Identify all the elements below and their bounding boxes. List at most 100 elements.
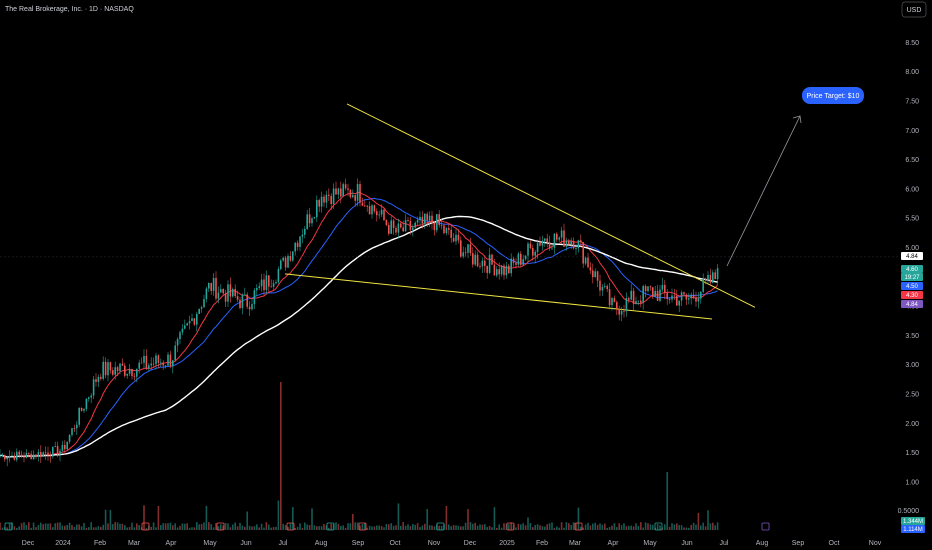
candle-body xyxy=(714,272,716,280)
candle-body xyxy=(680,292,683,301)
volume-bar xyxy=(20,523,23,530)
currency-badge[interactable]: USD xyxy=(901,1,927,18)
volume-bar xyxy=(587,522,589,530)
volume-bar xyxy=(484,524,486,530)
volume-bar xyxy=(335,522,337,530)
candle-body xyxy=(700,291,702,299)
candle-body xyxy=(697,298,700,302)
volume-bar xyxy=(124,525,126,530)
candle-body xyxy=(498,269,500,275)
event-marker-icon[interactable] xyxy=(574,522,583,531)
volume-bar xyxy=(181,523,184,530)
price-tag-value: 19:27 xyxy=(904,275,920,281)
price-target-annotation[interactable]: Price Target: $10 xyxy=(726,87,864,267)
candle-body xyxy=(402,227,404,232)
candle-body xyxy=(659,289,661,301)
volume-bar xyxy=(527,517,529,530)
candle-body xyxy=(428,215,431,221)
lower-trendline[interactable] xyxy=(284,273,713,320)
candle-body xyxy=(320,196,323,207)
volume-bar xyxy=(493,507,496,530)
event-marker-icon[interactable] xyxy=(506,522,515,531)
candle-body xyxy=(268,275,270,287)
volume-bar xyxy=(128,526,131,530)
candle-body xyxy=(445,228,448,234)
event-marker-icon[interactable] xyxy=(326,522,335,531)
event-marker-icon[interactable] xyxy=(436,522,445,531)
candle-body xyxy=(635,301,637,304)
volume-bar xyxy=(78,524,80,530)
volume-bar xyxy=(409,525,412,530)
volume-bar xyxy=(354,522,356,530)
candle-body xyxy=(294,242,296,252)
volume-bar xyxy=(136,523,138,530)
x-tick-label: Oct xyxy=(390,540,401,547)
candle-body xyxy=(215,277,217,299)
candle-body xyxy=(299,236,301,248)
candle-body xyxy=(73,428,76,430)
volume-bar xyxy=(424,523,426,530)
candle-body xyxy=(508,265,510,274)
candle-body xyxy=(510,258,512,274)
price-tag-value: 4.50 xyxy=(906,284,918,290)
candle-body xyxy=(431,215,433,223)
event-markers[interactable] xyxy=(4,522,770,531)
candle-body xyxy=(61,444,64,451)
candle-body xyxy=(484,260,486,266)
volume-bar xyxy=(277,500,280,530)
upper-trendline[interactable] xyxy=(346,103,756,308)
event-marker-icon[interactable] xyxy=(286,522,295,531)
event-marker-icon[interactable] xyxy=(358,522,367,531)
volume-bar xyxy=(6,527,8,530)
volume-bar xyxy=(112,524,114,530)
volume-bar xyxy=(702,522,704,530)
event-marker-icon[interactable] xyxy=(761,522,770,531)
candle-body xyxy=(162,362,164,366)
volume-bar xyxy=(64,525,66,530)
candle-body xyxy=(0,455,1,457)
volume-bar xyxy=(229,527,232,530)
candle-body xyxy=(263,279,265,291)
volume-bar xyxy=(150,526,152,530)
volume-bar xyxy=(71,525,73,530)
event-marker-icon[interactable] xyxy=(4,522,13,531)
event-marker-icon[interactable] xyxy=(654,522,663,531)
candle-body xyxy=(49,455,52,457)
volume-bar xyxy=(145,527,148,530)
candle-body xyxy=(692,294,695,298)
candle-body xyxy=(318,199,320,207)
candle-body xyxy=(148,365,150,369)
volume-bar xyxy=(44,523,47,530)
volume-bar xyxy=(296,526,299,530)
candle-body xyxy=(628,298,630,300)
volume-bar xyxy=(613,523,616,530)
volume-bar xyxy=(54,523,56,530)
candle-body xyxy=(234,289,236,297)
candle-body xyxy=(44,452,47,454)
volume-bar xyxy=(119,523,121,530)
volume-bar xyxy=(287,526,289,530)
volume-bar xyxy=(143,505,145,530)
candle-body xyxy=(251,304,253,310)
volume-bar xyxy=(280,382,282,530)
candle-body xyxy=(102,361,104,379)
event-marker-icon[interactable] xyxy=(216,522,225,531)
volume-bar xyxy=(349,523,352,530)
volume-bar xyxy=(284,525,287,530)
candle-body xyxy=(553,233,556,248)
volume-bar xyxy=(13,526,16,530)
candle-body xyxy=(421,216,424,224)
volume-bar xyxy=(196,522,198,530)
event-marker-icon[interactable] xyxy=(141,522,150,531)
volume-bar xyxy=(244,526,246,530)
time-axis[interactable]: Dec 2024 Feb Mar Apr May Jun Jul Aug Sep Oct Nov Dec… xyxy=(22,540,882,547)
volume-bar xyxy=(299,523,301,530)
candle-body xyxy=(644,286,647,292)
candle-body xyxy=(414,222,416,228)
candle-body xyxy=(292,251,294,261)
volume-bar xyxy=(546,524,548,530)
candle-body xyxy=(85,398,88,410)
candle-body xyxy=(352,195,354,198)
volume-bar xyxy=(563,527,565,530)
